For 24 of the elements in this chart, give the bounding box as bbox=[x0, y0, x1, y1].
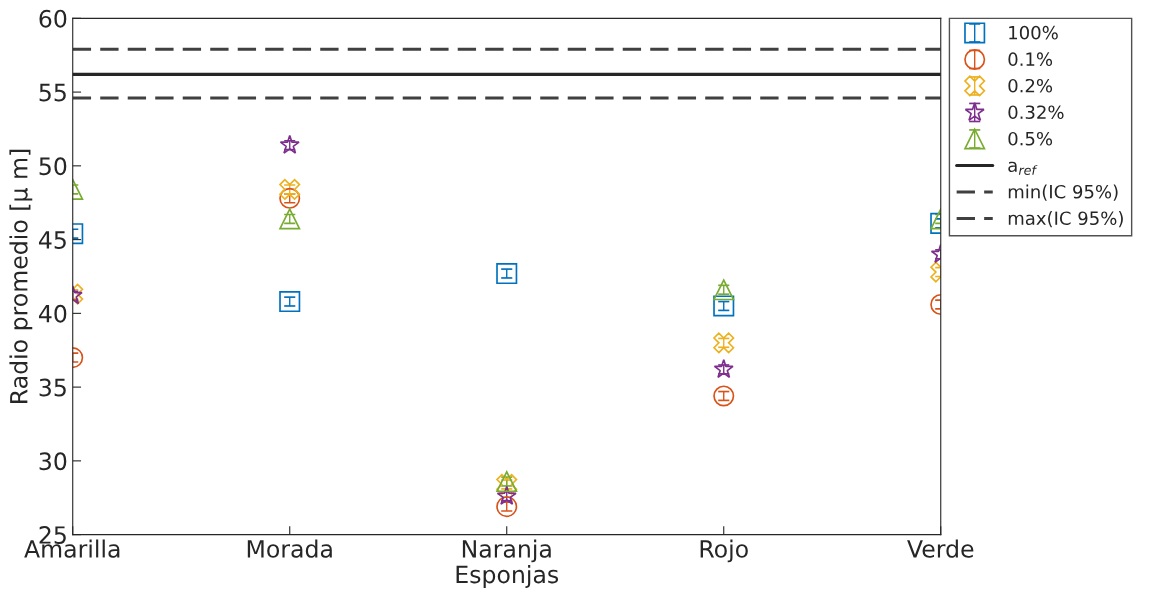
legend-label: 0.1% bbox=[1008, 52, 1053, 67]
y-tick-label: 45 bbox=[38, 231, 66, 249]
legend-label: 0.2% bbox=[1008, 78, 1053, 93]
legend-label: 0.5% bbox=[1008, 131, 1053, 146]
point bbox=[496, 485, 517, 505]
legend-label: min(IC 95%) bbox=[1008, 184, 1118, 201]
y-tick-label: 50 bbox=[39, 157, 67, 176]
x-tick-label: Rojo bbox=[700, 539, 748, 563]
legend-label: a$_{ref}$ bbox=[1008, 161, 1038, 175]
x-axis-title: Esponjas bbox=[456, 565, 559, 588]
x-tick-label: Verde bbox=[907, 539, 974, 558]
legend-label: 100% bbox=[1009, 25, 1058, 40]
y-axis-title: Radio promedio [μ m] bbox=[9, 149, 33, 403]
y-tick-label: 30 bbox=[39, 452, 67, 471]
point bbox=[496, 262, 518, 285]
legend-label: max(IC 95%) bbox=[1008, 211, 1123, 228]
y-tick-label: 35 bbox=[39, 378, 66, 397]
y-tick-label: 60 bbox=[39, 9, 67, 28]
x-tick-label: Naranja bbox=[462, 539, 551, 563]
x-tick-label: Morada bbox=[247, 539, 332, 558]
legend-label: 0.32% bbox=[1008, 105, 1064, 120]
y-tick-label: 55 bbox=[39, 83, 66, 102]
point bbox=[496, 496, 518, 518]
y-tick-label: 40 bbox=[38, 304, 67, 323]
